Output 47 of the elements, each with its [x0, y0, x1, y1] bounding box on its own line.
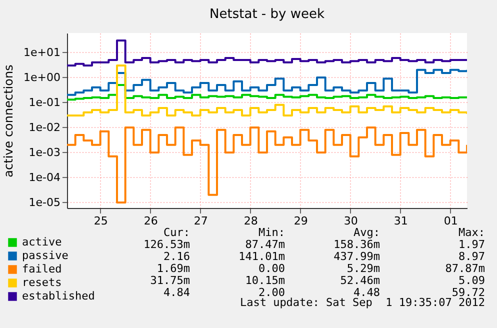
- text: Max:: [458, 226, 485, 239]
- text: 4.84: [164, 286, 190, 299]
- text: 1.97: [458, 238, 485, 251]
- text: 5.09: [458, 274, 485, 287]
- text: 141.01m: [238, 250, 285, 263]
- text: 87.47m: [245, 238, 285, 251]
- text: 2.16: [164, 250, 190, 263]
- text: 8.97: [458, 250, 485, 263]
- x-tick-label: 31: [394, 214, 408, 228]
- x-tick-label: 25: [94, 214, 108, 228]
- text: 2.00: [258, 286, 285, 299]
- text: Last update: Sat Sep 1 19:35:07 2012: [240, 296, 485, 309]
- text: 10.15m: [245, 274, 285, 287]
- text: Avg:: [354, 226, 380, 239]
- text: 158.36m: [334, 238, 380, 251]
- y-tick-label: 1e-03: [28, 146, 60, 159]
- text: Cur:: [164, 226, 190, 239]
- x-tick-label: 28: [244, 214, 258, 228]
- y-tick-label: 1e+01: [24, 46, 60, 59]
- y-tick-label: 1e+00: [24, 70, 60, 84]
- legend-label: passive: [22, 249, 68, 262]
- text: 31.75m: [150, 274, 190, 287]
- text: 437.99m: [334, 250, 380, 263]
- text: 1.69m: [156, 262, 190, 275]
- text: 52.46m: [340, 274, 380, 287]
- x-tick-label: 26: [144, 214, 158, 228]
- x-tick-label: 29: [294, 214, 308, 228]
- x-tick-label: 27: [194, 214, 208, 228]
- x-tick-label: 01: [444, 214, 458, 228]
- legend-label: established: [22, 290, 95, 302]
- text: 126.53m: [144, 238, 190, 251]
- x-tick-label: 30: [344, 214, 358, 228]
- y-tick-label: 1e-02: [28, 120, 60, 134]
- chart-title: Netstat - by week: [210, 7, 325, 22]
- y-tick-label: 1e-01: [28, 96, 60, 109]
- legend-label: failed: [22, 262, 62, 276]
- y-tick-label: 1e-04: [28, 170, 60, 184]
- text: Min:: [258, 226, 285, 239]
- text: 59.72: [452, 286, 485, 299]
- y-axis-title: active connections: [2, 64, 16, 178]
- text: 4.48: [354, 286, 380, 299]
- text: 87.87m: [445, 262, 485, 275]
- legend-label: active: [22, 236, 62, 248]
- text: 5.29m: [346, 262, 380, 275]
- legend-label: resets: [22, 276, 62, 289]
- text: 0.00: [258, 262, 285, 275]
- y-tick-label: 1e-05: [28, 196, 60, 209]
